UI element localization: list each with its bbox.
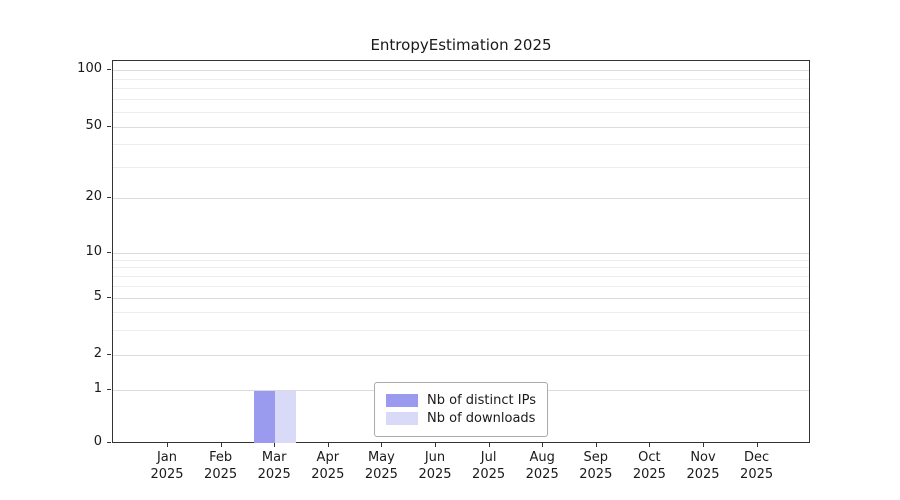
x-tick-month: Sep (583, 450, 609, 465)
x-tick-mark (381, 443, 383, 447)
y-tick-label: 20 (85, 189, 102, 204)
x-tick-month: May (367, 450, 395, 465)
x-tick-year: 2025 (525, 467, 559, 482)
x-tick-month: Aug (529, 450, 555, 465)
x-tick-mark (488, 443, 490, 447)
y-tick-mark (107, 442, 111, 443)
x-tick-label: May 2025 (353, 449, 409, 483)
y-gridline (113, 198, 809, 199)
plot-area: Nb of distinct IPs Nb of downloads (112, 60, 810, 443)
y-tick-mark (107, 126, 111, 127)
x-tick-month: Jan (156, 450, 178, 465)
x-tick-mark (435, 443, 436, 447)
y-tick-label: 100 (77, 61, 102, 76)
y-tick-mark (107, 252, 111, 253)
y-gridline-minor (113, 112, 809, 113)
legend-entry: Nb of downloads (386, 411, 536, 426)
x-tick-label: Nov 2025 (675, 449, 731, 483)
x-tick-label: Jun 2025 (407, 449, 463, 483)
x-tick-year: 2025 (311, 467, 345, 482)
y-tick-label: 5 (93, 289, 102, 304)
x-tick-year: 2025 (257, 467, 291, 482)
y-gridline-minor (113, 99, 809, 101)
y-gridline-minor (113, 311, 809, 313)
x-tick-label: Aug 2025 (514, 449, 570, 483)
x-tick-label: Feb 2025 (193, 449, 249, 483)
y-gridline-minor (113, 166, 809, 168)
y-tick-label: 2 (93, 346, 102, 361)
x-tick-label: Jan 2025 (139, 449, 195, 483)
y-gridline-minor (113, 144, 809, 146)
x-tick-label: Mar 2025 (246, 449, 302, 483)
x-tick-month: Oct (638, 450, 661, 465)
x-tick-mark (703, 443, 704, 447)
y-tick-mark (107, 354, 111, 355)
x-tick-year: 2025 (418, 467, 452, 482)
y-tick-label: 10 (85, 244, 102, 259)
y-gridline (113, 253, 809, 254)
y-tick-label: 1 (93, 381, 102, 396)
y-tick-mark (107, 389, 111, 390)
legend-label: Nb of distinct IPs (427, 393, 536, 408)
x-tick-mark (327, 443, 329, 447)
x-tick-mark (756, 443, 758, 447)
bar-mar-s0 (254, 391, 276, 443)
x-tick-month: Apr (316, 450, 340, 465)
x-tick-label: Jul 2025 (461, 449, 517, 483)
x-tick-year: 2025 (364, 467, 398, 482)
y-gridline-minor (113, 78, 809, 80)
legend-label: Nb of downloads (427, 411, 536, 426)
y-gridline-minor (113, 286, 809, 288)
x-tick-mark (595, 443, 597, 447)
x-tick-year: 2025 (579, 467, 613, 482)
x-tick-mark (542, 443, 544, 447)
legend-entry: Nb of distinct IPs (386, 393, 536, 408)
x-tick-year: 2025 (204, 467, 238, 482)
x-tick-year: 2025 (740, 467, 774, 482)
x-tick-label: Oct 2025 (621, 449, 677, 483)
legend-swatch (386, 394, 419, 407)
y-gridline-minor (113, 329, 809, 331)
x-tick-label: Sep 2025 (568, 449, 624, 483)
y-tick-label: 0 (93, 434, 102, 449)
legend-swatch (386, 412, 419, 425)
y-gridline-minor (113, 276, 809, 278)
y-gridline-minor (113, 88, 809, 90)
y-gridline (113, 355, 809, 356)
x-tick-mark (649, 443, 651, 447)
x-tick-label: Dec 2025 (729, 449, 785, 483)
y-gridline-minor (113, 267, 809, 269)
y-gridline (113, 70, 809, 71)
x-tick-year: 2025 (150, 467, 184, 482)
y-tick-mark (107, 297, 111, 298)
y-tick-label: 50 (85, 118, 102, 133)
legend: Nb of distinct IPs Nb of downloads (374, 382, 548, 437)
x-tick-year: 2025 (632, 467, 666, 482)
x-tick-month: Jun (424, 450, 446, 465)
x-tick-year: 2025 (472, 467, 506, 482)
y-tick-mark (107, 197, 111, 198)
x-tick-mark (220, 443, 222, 447)
x-tick-month: Dec (744, 450, 770, 465)
y-gridline-minor (113, 259, 809, 261)
x-tick-month: Feb (209, 450, 233, 465)
bar-mar-s1 (275, 391, 297, 443)
x-tick-year: 2025 (686, 467, 720, 482)
x-tick-mark (167, 443, 168, 447)
y-gridline (113, 298, 809, 299)
x-tick-month: Jul (480, 450, 497, 465)
chart-title: EntropyEstimation 2025 (370, 36, 552, 54)
x-tick-month: Mar (261, 450, 287, 465)
x-tick-label: Apr 2025 (300, 449, 356, 483)
x-tick-month: Nov (690, 450, 716, 465)
y-tick-mark (107, 69, 111, 70)
y-gridline (113, 127, 809, 128)
x-tick-mark (274, 443, 276, 447)
